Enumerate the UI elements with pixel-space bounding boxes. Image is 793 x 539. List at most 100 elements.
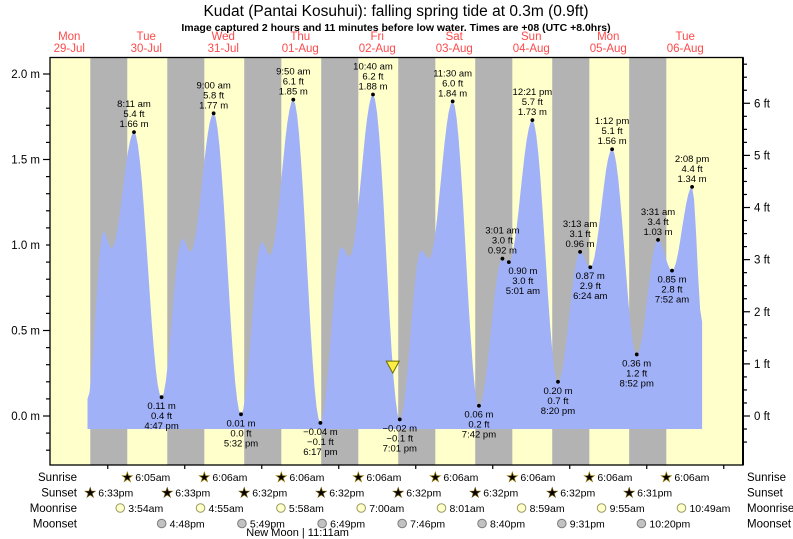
sunrise-time-label: 6:06am bbox=[443, 472, 478, 484]
chart-title: Kudat (Pantai Kosuhui): falling spring t… bbox=[203, 3, 588, 20]
tide-annotation-line: 3.0 ft bbox=[512, 276, 533, 287]
tide-annotation-line: 3:13 am bbox=[563, 219, 597, 230]
tide-annotation-line: 0.11 m bbox=[147, 401, 175, 412]
tide-annotation-line: 9:50 am bbox=[276, 67, 310, 78]
sunset-row-label-left: Sunset bbox=[41, 488, 78, 500]
right-axis-label: 2 ft bbox=[754, 307, 771, 319]
sunset-time-label: 6:32pm bbox=[560, 487, 595, 499]
tide-annotation-line: 1.03 m bbox=[644, 227, 673, 238]
tide-annotation-line: 12:21 pm bbox=[513, 87, 553, 98]
sunrise-time-label: 6:06am bbox=[366, 472, 401, 484]
tide-annotation: 3:13 am3.1 ft0.96 m bbox=[563, 219, 597, 254]
moonset-moon-icon bbox=[636, 518, 647, 529]
sunrise-time-label: 6:06am bbox=[289, 472, 324, 484]
sunset-time-label: 6:32pm bbox=[406, 487, 441, 499]
day-date-label: 04-Aug bbox=[513, 43, 550, 55]
tide-annotation-line: 2.9 ft bbox=[580, 281, 601, 292]
day-labels: Mon29-JulTue30-JulWed31-JulThu01-AugFri0… bbox=[54, 31, 704, 55]
moonrise-moon-icon bbox=[676, 503, 687, 513]
sunset-time-label: 6:32pm bbox=[483, 487, 518, 499]
tide-annotation: 3:31 am3.4 ft1.03 m bbox=[641, 207, 675, 242]
moonset-row-label-right: Moonset bbox=[747, 519, 792, 531]
day-weekday-label: Mon bbox=[58, 31, 80, 43]
sunset-star-icon: ★ bbox=[469, 485, 481, 500]
tide-annotations: 8:11 am5.4 ft1.66 m 0.11 m0.4 ft4:47 pm 9:… bbox=[117, 62, 709, 458]
tide-annotation: 0.87 m2.9 ft6:24 am bbox=[573, 265, 608, 302]
tide-point-dot bbox=[656, 237, 660, 242]
tide-annotation-line: 0.4 ft bbox=[151, 411, 172, 422]
tide-annotation-line: 0.01 m bbox=[226, 418, 255, 429]
astro-rows: Sunrise Sunrise★ 6:05am ★ 6:06am ★ 6:06am ★ 6:06… bbox=[30, 469, 793, 531]
tide-annotation-line: 1.84 m bbox=[438, 88, 467, 99]
tide-annotation: −0.02 m−0.1 ft7:01 pm bbox=[382, 417, 417, 454]
tide-annotation-line: 1.34 m bbox=[678, 174, 707, 185]
tide-annotation-line: 7:52 am bbox=[655, 295, 689, 306]
tide-annotation-line: 3:31 am bbox=[641, 207, 675, 218]
tide-annotation: 12:21 pm5.7 ft1.73 m bbox=[513, 87, 553, 123]
moonset-time-label: 5:49pm bbox=[250, 518, 285, 530]
moonset-time-label: 8:40pm bbox=[490, 518, 525, 530]
day-weekday-label: Tue bbox=[137, 31, 156, 43]
tide-point-dot bbox=[450, 99, 455, 104]
tide-annotation-line: 0.2 ft bbox=[468, 420, 489, 431]
tide-annotation-line: 5:32 pm bbox=[224, 438, 258, 449]
tide-annotation-line: −0.02 m bbox=[382, 423, 417, 434]
tide-annotation-line: 8:20 pm bbox=[541, 406, 575, 417]
sunrise-time-label: 6:06am bbox=[597, 472, 632, 484]
tide-annotation: 2:08 pm4.4 ft1.34 m bbox=[675, 154, 709, 189]
tide-point-dot bbox=[477, 403, 481, 408]
tide-annotation: 9:50 am6.1 ft1.85 m bbox=[276, 67, 311, 102]
tide-annotation-line: 9:00 am bbox=[196, 80, 230, 91]
tide-annotation-line: −0.04 m bbox=[303, 427, 338, 438]
left-axis-label: 1.0 m bbox=[11, 240, 40, 252]
tide-annotation-line: 6:17 pm bbox=[303, 447, 337, 458]
sunrise-star-icon: ★ bbox=[429, 470, 441, 485]
moonrise-time-label: 5:58am bbox=[289, 503, 324, 515]
tide-annotation-line: 7:42 pm bbox=[462, 430, 496, 441]
moonrise-time-label: 9:55am bbox=[610, 503, 645, 515]
tide-point-dot bbox=[670, 268, 674, 273]
tide-curve-area bbox=[87, 94, 703, 429]
sunset-time-label: 6:31pm bbox=[637, 487, 672, 499]
tide-annotation-line: 0.92 m bbox=[488, 246, 517, 257]
moonrise-time-label: 8:01am bbox=[449, 503, 484, 515]
tide-point-dot bbox=[397, 417, 402, 422]
tide-annotation-line: 8:52 pm bbox=[620, 378, 654, 389]
tide-annotation: 0.20 m0.7 ft8:20 pm bbox=[541, 379, 575, 417]
day-weekday-label: Tue bbox=[676, 31, 695, 43]
tide-annotation-line: 6.1 ft bbox=[283, 77, 304, 88]
tide-annotation: 0.11 m0.4 ft4:47 pm bbox=[144, 395, 179, 432]
tide-annotation-line: 0.36 m bbox=[622, 358, 651, 369]
tide-point-dot bbox=[239, 412, 243, 417]
sunset-star-icon: ★ bbox=[392, 485, 404, 500]
new-moon-label: New Moon | 11:11am bbox=[246, 527, 349, 539]
day-weekday-label: Fri bbox=[371, 31, 384, 43]
tide-annotation: 11:30 am6.0 ft1.84 m bbox=[433, 68, 472, 104]
moonset-moon-icon bbox=[556, 518, 567, 529]
moonset-time-label: 7:46pm bbox=[410, 518, 445, 530]
tide-annotation: 0.85 m2.8 ft7:52 am bbox=[655, 268, 689, 306]
tide-annotation-line: 2.8 ft bbox=[661, 285, 682, 296]
day-date-label: 01-Aug bbox=[282, 43, 319, 55]
tide-annotation-line: 3.1 ft bbox=[570, 229, 591, 240]
day-date-label: 06-Aug bbox=[667, 43, 704, 55]
sunset-star-icon: ★ bbox=[238, 485, 250, 500]
sunrise-star-icon: ★ bbox=[275, 470, 287, 485]
day-date-label: 31-Jul bbox=[208, 43, 239, 55]
day-weekday-label: Mon bbox=[597, 31, 619, 43]
tide-annotation-line: 0.90 m bbox=[508, 266, 537, 277]
tide-point-dot bbox=[159, 395, 164, 400]
left-axis-label: 0.0 m bbox=[11, 411, 40, 423]
left-axis-label: 2.0 m bbox=[11, 69, 40, 81]
moonrise-moon-icon bbox=[436, 503, 447, 513]
axes: 0.0 m 0.5 m 1.0 m 1.5 m 2.0 m 0 ft 1 ft 2 ft 3 f… bbox=[11, 56, 771, 469]
sunrise-star-icon: ★ bbox=[506, 470, 518, 485]
sunrise-row-label-left: Sunrise bbox=[38, 472, 77, 484]
tide-point-dot bbox=[132, 130, 136, 135]
day-date-label: 30-Jul bbox=[131, 43, 162, 55]
tide-annotation: 0.90 m3.0 ft5:01 am bbox=[506, 260, 540, 297]
tide-annotation-line: 2:08 pm bbox=[675, 154, 709, 165]
tide-point-dot bbox=[634, 352, 639, 357]
sunrise-time-label: 6:05am bbox=[135, 472, 170, 484]
